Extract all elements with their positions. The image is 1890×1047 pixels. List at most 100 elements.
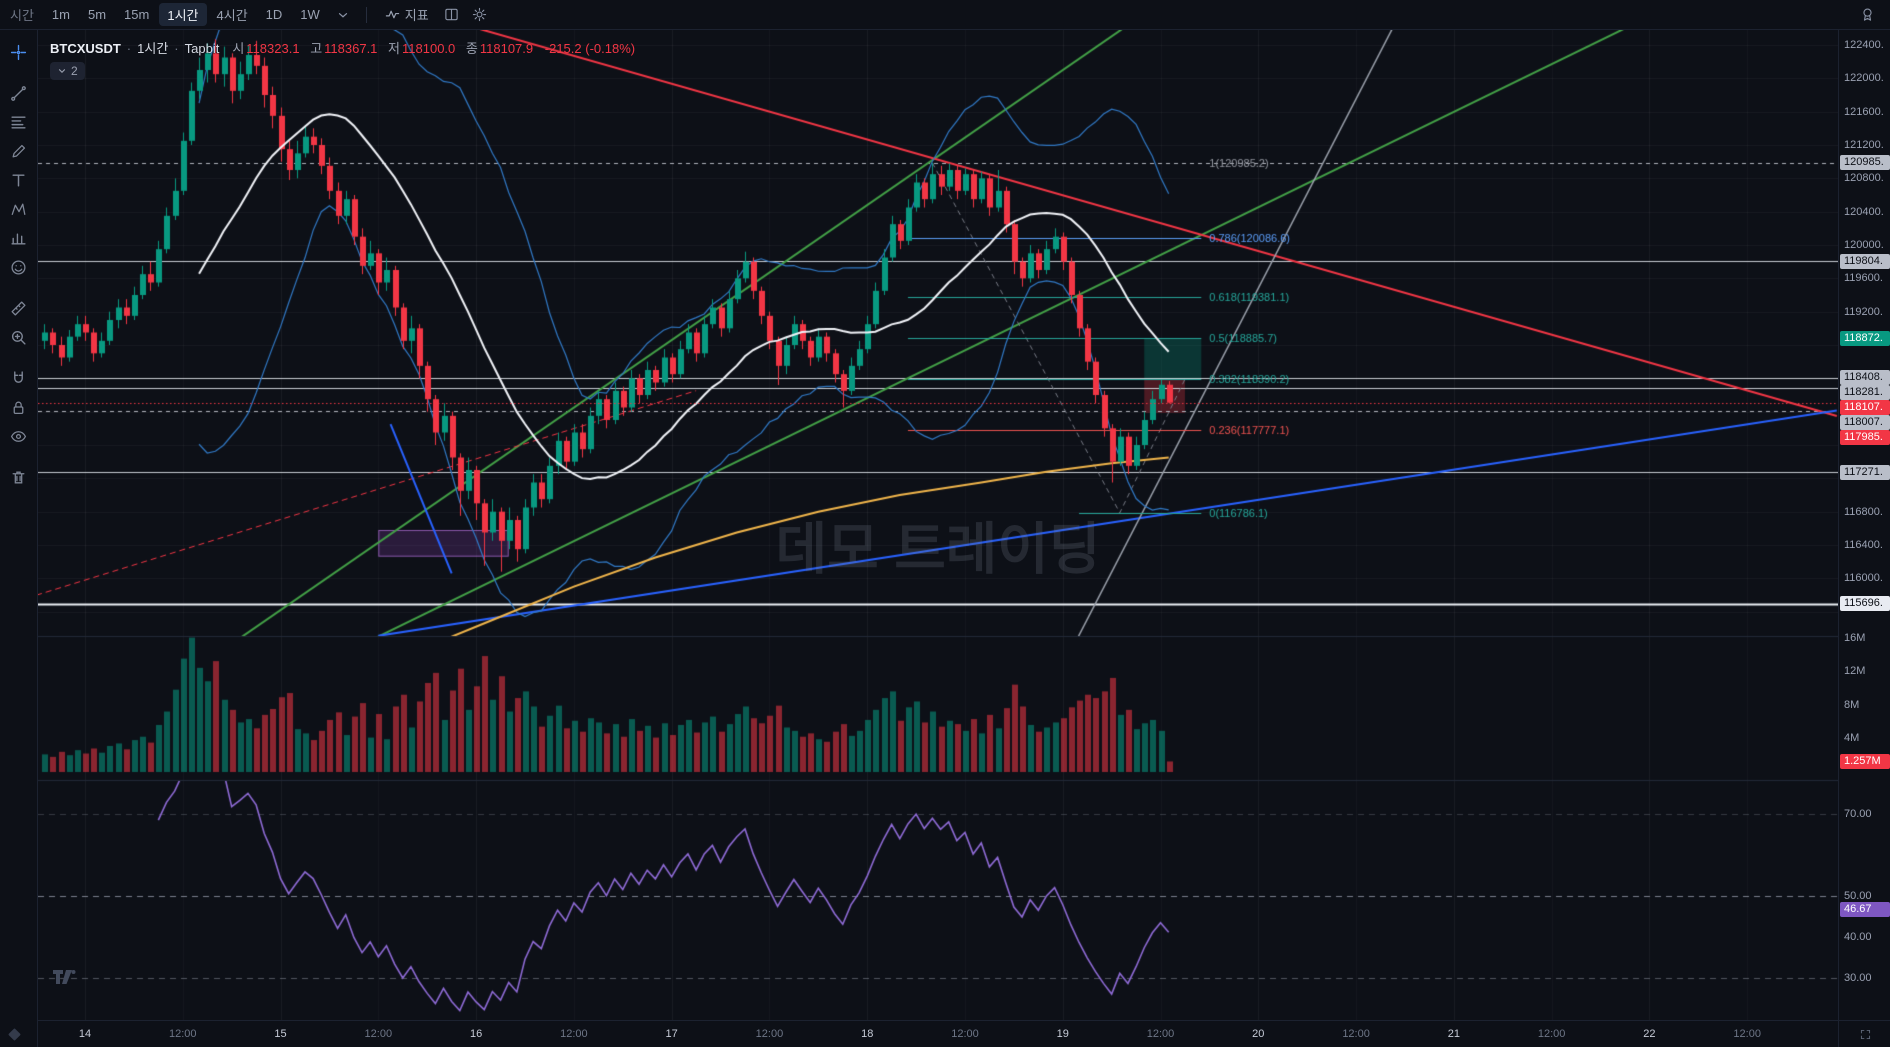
- price-axis-label: 122400.: [1844, 39, 1884, 51]
- hidden-indicator-count: 2: [71, 64, 78, 78]
- high-value: 118367.1: [324, 41, 378, 56]
- low-label: 저: [388, 41, 401, 56]
- close-label: 종: [465, 41, 478, 56]
- interval-menu-label[interactable]: 시간: [10, 8, 34, 23]
- crosshair-icon[interactable]: [4, 38, 34, 67]
- close-value: 118107.9: [479, 41, 534, 56]
- axis-corner[interactable]: [1838, 1020, 1890, 1047]
- rsi-axis-label: 40.00: [1844, 931, 1872, 943]
- indicators-button[interactable]: 지표: [377, 3, 437, 26]
- rsi-axis-label: 50.00: [1844, 890, 1872, 902]
- magnet-icon[interactable]: [4, 364, 34, 393]
- lock-icon[interactable]: [4, 393, 34, 422]
- price-axis-label: 120000.: [1844, 239, 1884, 251]
- ruler-icon[interactable]: [4, 294, 34, 323]
- price-axis-label: 116800.: [1844, 505, 1883, 518]
- price-axis-chip: 115696.: [1840, 596, 1890, 612]
- time-axis-label: 19: [1056, 1028, 1069, 1040]
- time-axis-label: 18: [861, 1028, 874, 1040]
- interval-1d[interactable]: 1D: [265, 7, 283, 22]
- maximize-icon: [1860, 1029, 1870, 1040]
- volume-value-chip: 1.257M: [1840, 753, 1890, 769]
- time-axis-label: 15: [274, 1028, 287, 1040]
- time-axis-label: 16: [469, 1028, 483, 1040]
- price-axis[interactable]: 122400. 122000. 121600. 121200. 120985. 12080…: [1838, 30, 1890, 1020]
- tradingview-logo[interactable]: [52, 968, 78, 986]
- price-axis-chip: 118107.: [1840, 400, 1890, 416]
- high-label: 고: [310, 41, 323, 56]
- price-axis-chip: 118872.: [1840, 331, 1890, 347]
- price-axis-label: 120400.: [1844, 205, 1884, 218]
- volume-axis-label: 8M: [1844, 698, 1860, 711]
- price-axis-label: 121200.: [1844, 139, 1884, 151]
- time-axis[interactable]: 14 12:00 15 12:00 16 12:00 17 12:00 18 12:00 19 12:…: [38, 1020, 1838, 1047]
- brush-icon[interactable]: [4, 137, 34, 166]
- chart-region: 데모 트레이딩 BTCXUSDT · 1시간 · Tapbit 시 118323.…: [38, 30, 1838, 1020]
- chevron-down-icon[interactable]: [330, 4, 356, 26]
- price-axis-label: 120800.: [1844, 172, 1884, 185]
- time-axis-label: 12:00: [951, 1028, 979, 1040]
- time-axis-label: 20: [1252, 1028, 1265, 1040]
- volume-axis-label: 16M: [1844, 631, 1866, 644]
- time-axis-label: 21: [1447, 1028, 1460, 1040]
- interval-4h[interactable]: 4시간: [216, 8, 248, 23]
- indicators-collapse-button[interactable]: 2: [50, 62, 85, 80]
- eye-icon[interactable]: [4, 422, 34, 451]
- price-axis-label: 121600.: [1844, 105, 1884, 118]
- time-axis-label: 17: [665, 1028, 678, 1040]
- badge-icon[interactable]: [1854, 4, 1880, 26]
- text-icon[interactable]: [4, 166, 34, 195]
- top-toolbar: 시간 1m 5m 15m 1시간 4시간 1D 1W 지표: [0, 0, 1890, 30]
- time-axis-label: 12:00: [364, 1028, 393, 1040]
- interval-15m[interactable]: 15m: [124, 7, 150, 22]
- low-value: 118100.0: [402, 41, 456, 56]
- change-value: -215.2 (-0.18%): [544, 41, 636, 56]
- price-axis-chip: 120985.: [1840, 155, 1890, 171]
- price-axis-chip: 119804.: [1840, 253, 1890, 269]
- xabcd-pattern-icon[interactable]: [4, 195, 34, 224]
- symbol-name[interactable]: BTCXUSDT: [50, 41, 121, 56]
- fib-retracement-icon[interactable]: [4, 108, 34, 137]
- interval-1m[interactable]: 1m: [51, 7, 70, 22]
- time-axis-label: 12:00: [169, 1028, 197, 1040]
- price-axis-label: 116400.: [1844, 539, 1883, 551]
- indicators-icon: [385, 10, 399, 19]
- time-axis-label: 12:00: [1733, 1028, 1761, 1040]
- price-axis-chip: 117271.: [1840, 464, 1890, 480]
- ohlc-readout: 시 118323.1 고 118367.1 저 118100.0 종 118107.9 …: [225, 38, 635, 57]
- chart-canvas[interactable]: [38, 30, 1838, 1020]
- toolbar-divider: [365, 6, 367, 23]
- time-axis-label: 12:00: [560, 1028, 588, 1040]
- rsi-value-chip: 46.67: [1840, 902, 1890, 918]
- corner-decoration: [8, 1028, 21, 1041]
- price-axis-label: 116000.: [1844, 572, 1883, 585]
- symbol-legend: BTCXUSDT · 1시간 · Tapbit 시 118323.1 고 11836…: [50, 38, 635, 57]
- price-axis-label: 122000.: [1844, 72, 1884, 85]
- emoji-icon[interactable]: [4, 253, 34, 282]
- price-axis-chip: 118408.: [1840, 370, 1890, 386]
- price-axis-chip: 118281.: [1840, 385, 1890, 401]
- symbol-interval: 1시간: [137, 41, 169, 56]
- price-axis-label: 119200.: [1844, 305, 1883, 318]
- trend-line-icon[interactable]: [4, 79, 34, 108]
- forecast-icon[interactable]: [4, 224, 34, 253]
- time-axis-label: 12:00: [1146, 1028, 1175, 1040]
- trash-icon[interactable]: [4, 463, 34, 492]
- interval-1h[interactable]: 1시간: [159, 3, 207, 26]
- volume-axis-label: 12M: [1844, 665, 1866, 678]
- interval-1w[interactable]: 1W: [300, 7, 320, 22]
- price-axis-chip: 118007.: [1840, 415, 1890, 431]
- symbol-exchange: Tapbit: [184, 41, 220, 56]
- time-axis-label: 12:00: [755, 1028, 784, 1040]
- price-axis-chip: 117985.: [1840, 430, 1890, 446]
- open-label: 시: [232, 41, 245, 56]
- settings-gear-icon[interactable]: [467, 4, 493, 26]
- layout-icon[interactable]: [439, 4, 465, 26]
- zoom-in-icon[interactable]: [4, 323, 34, 352]
- price-axis-label: 119600.: [1844, 272, 1883, 285]
- time-axis-label: 12:00: [1342, 1028, 1370, 1040]
- left-toolbar: [0, 30, 38, 1047]
- interval-5m[interactable]: 5m: [87, 7, 107, 22]
- open-value: 118323.1: [246, 41, 300, 56]
